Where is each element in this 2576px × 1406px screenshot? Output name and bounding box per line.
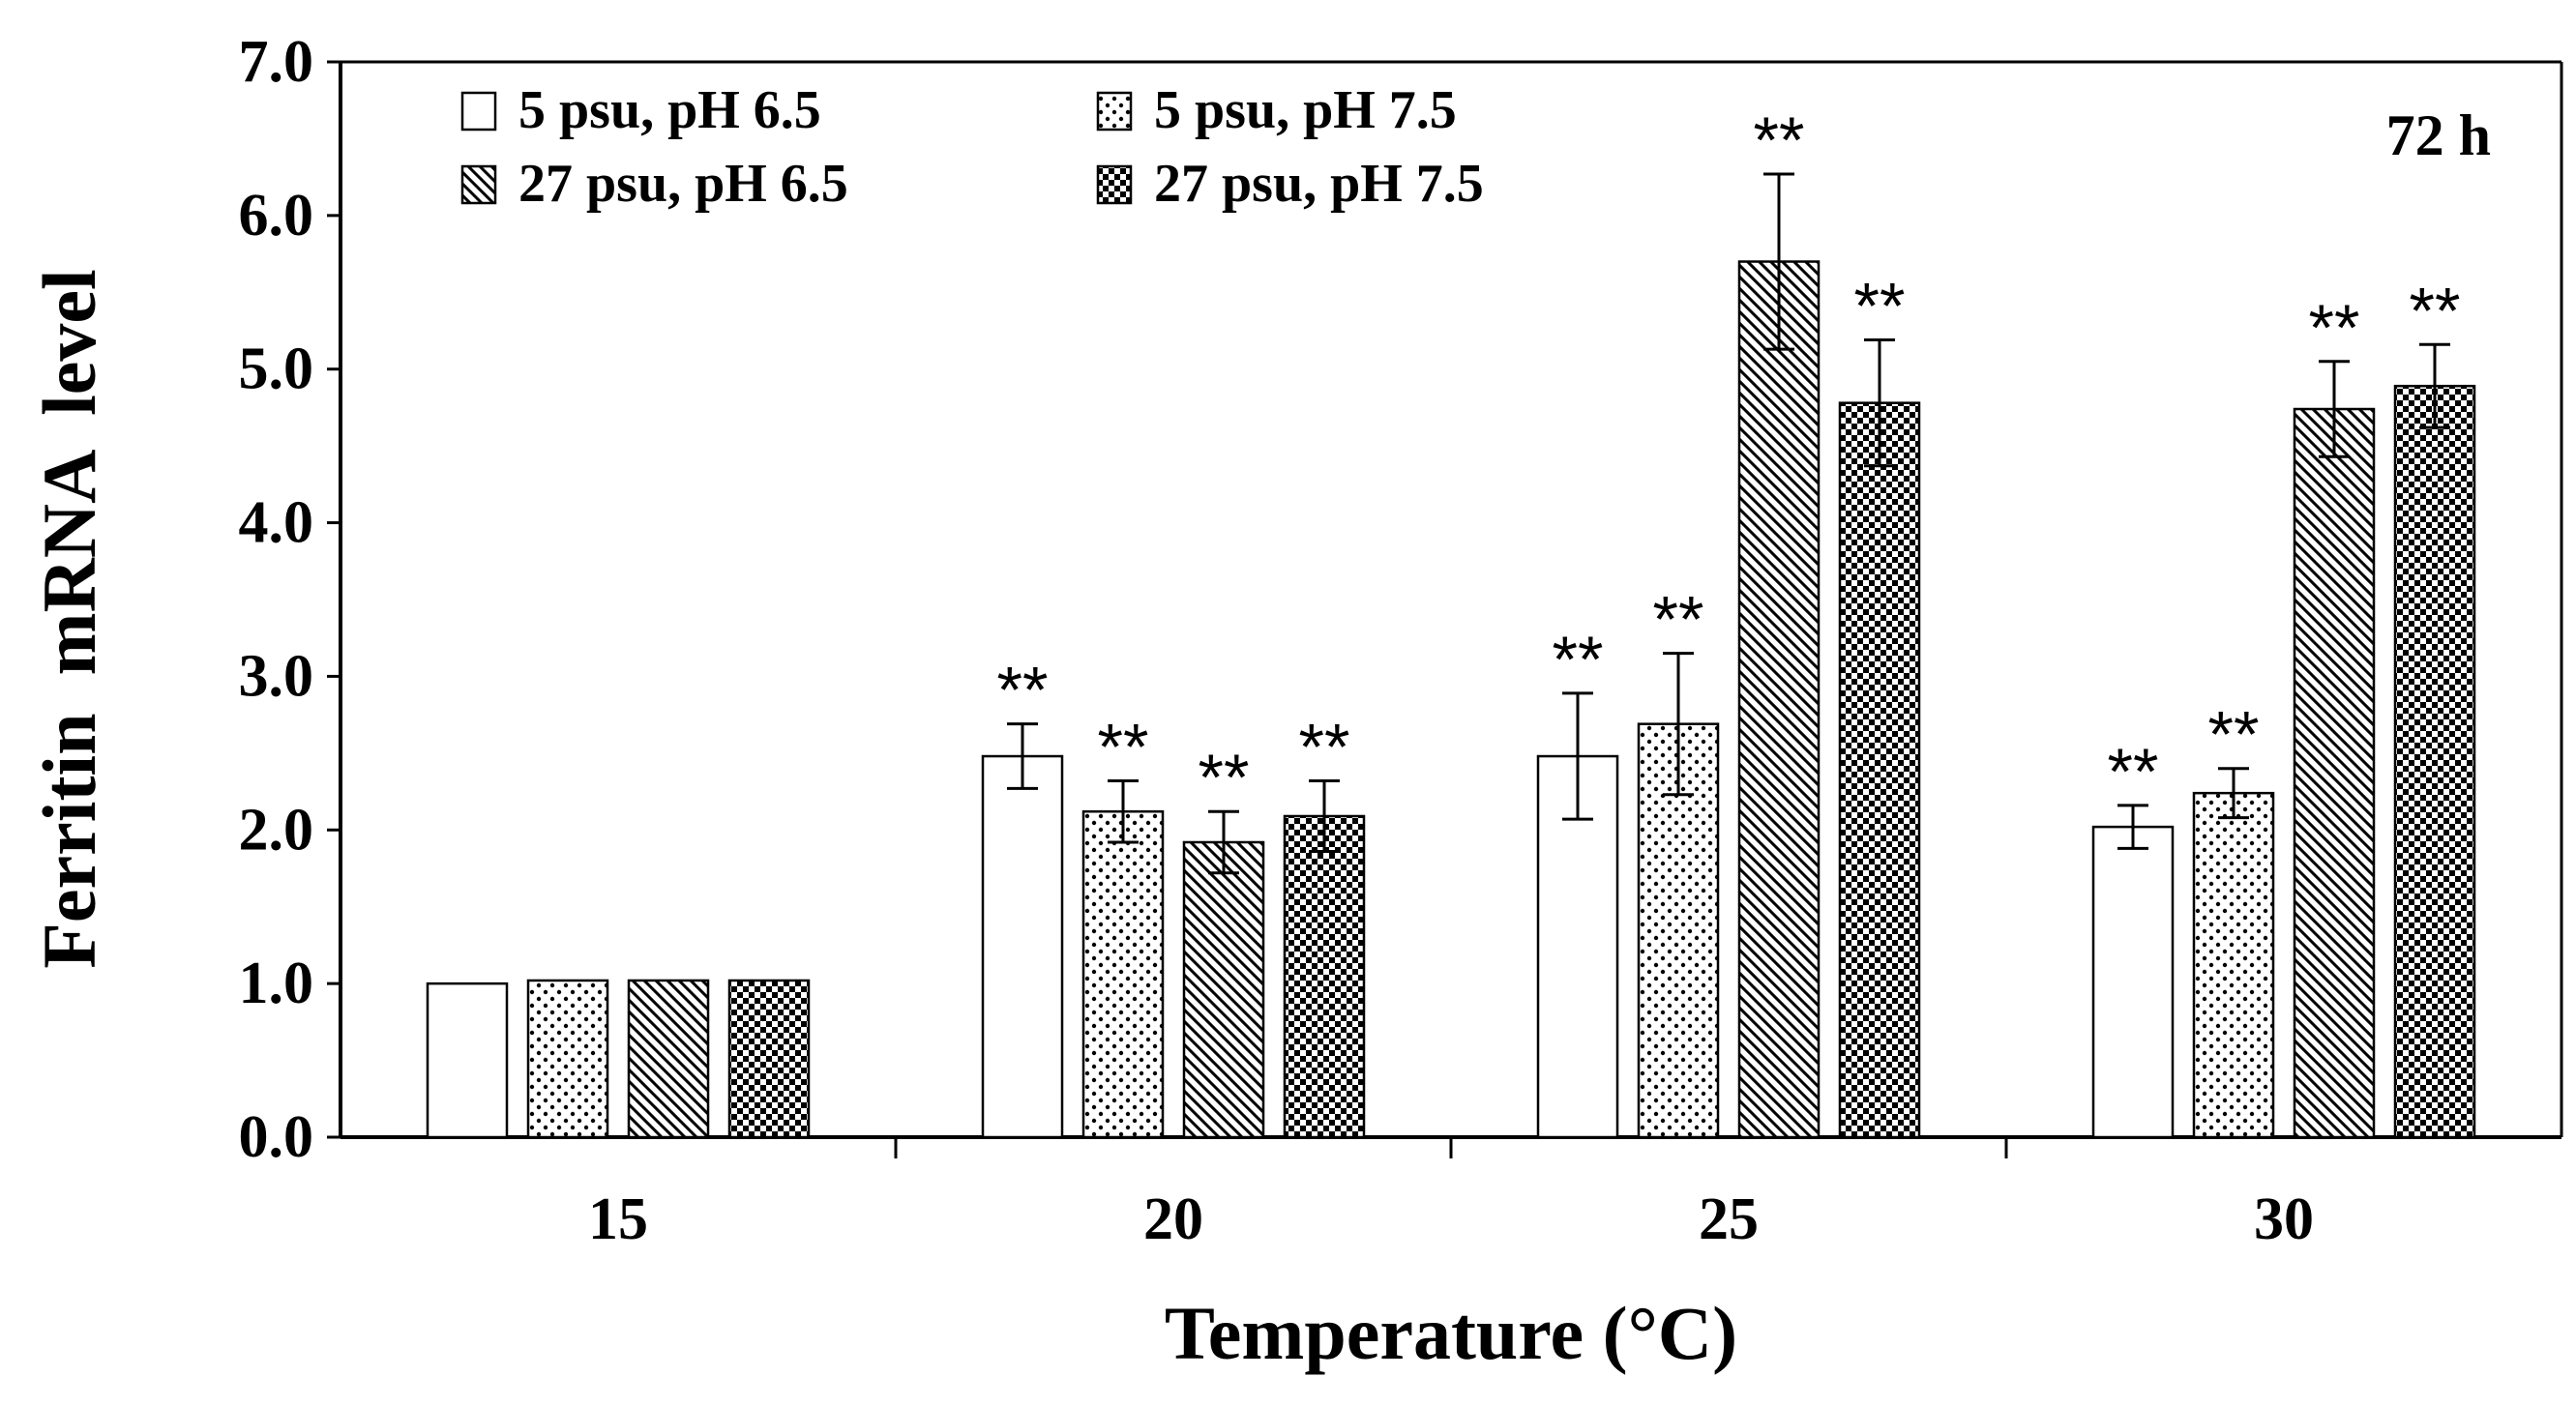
legend-swatch bbox=[460, 91, 497, 132]
significance-mark: ** bbox=[1299, 710, 1350, 783]
significance-mark: ** bbox=[1553, 623, 1604, 696]
bar bbox=[2091, 825, 2175, 1139]
significance-mark: ** bbox=[1754, 103, 1805, 177]
bar bbox=[1737, 260, 1821, 1139]
legend-label: 5 psu, pH 6.5 bbox=[518, 80, 821, 140]
significance-mark: ** bbox=[2410, 274, 2461, 347]
legend-label: 5 psu, pH 7.5 bbox=[1154, 80, 1457, 140]
y-axis-title: Ferritin mRNA level bbox=[27, 269, 111, 968]
bar bbox=[2393, 384, 2476, 1139]
bar bbox=[526, 979, 609, 1139]
y-tick-label: 2.0 bbox=[239, 797, 314, 863]
x-axis-title: Temperature (°C) bbox=[1165, 1291, 1737, 1375]
legend-label: 27 psu, pH 6.5 bbox=[518, 154, 848, 214]
significance-mark: ** bbox=[1854, 270, 1906, 343]
legend-swatch bbox=[1096, 164, 1133, 205]
significance-mark: ** bbox=[997, 654, 1049, 727]
y-tick-label: 5.0 bbox=[239, 337, 314, 402]
bars bbox=[426, 260, 2476, 1139]
bar bbox=[1081, 809, 1165, 1139]
bar bbox=[1838, 401, 1921, 1139]
x-tick-label: 20 bbox=[1143, 1186, 1203, 1252]
x-tick-label: 30 bbox=[2254, 1186, 2314, 1252]
y-tick-label: 3.0 bbox=[239, 643, 314, 709]
x-tick-label: 25 bbox=[1699, 1186, 1759, 1252]
y-ticks: 0.0 1.0 2.0 3.0 4.0 5.0 6.0 7.0 bbox=[239, 29, 341, 1170]
legend-label: 27 psu, pH 7.5 bbox=[1154, 154, 1484, 214]
bar bbox=[426, 981, 509, 1139]
x-ticks: 15 20 25 30 bbox=[588, 1137, 2314, 1252]
bar bbox=[727, 979, 811, 1139]
significance-mark: ** bbox=[2208, 698, 2260, 772]
bar bbox=[981, 754, 1064, 1139]
legend: 5 psu, pH 6.5 5 psu, pH 7.5 27 psu, pH 6.5… bbox=[460, 80, 1484, 214]
y-tick-label: 7.0 bbox=[239, 29, 314, 95]
significance-mark: ** bbox=[2108, 735, 2159, 808]
bar bbox=[1182, 840, 1265, 1139]
y-tick-label: 6.0 bbox=[239, 183, 314, 249]
bar bbox=[2293, 407, 2376, 1139]
y-tick-label: 0.0 bbox=[239, 1104, 314, 1170]
error-bars bbox=[1007, 172, 2450, 875]
x-tick-label: 15 bbox=[588, 1186, 648, 1252]
significance-mark: ** bbox=[2309, 291, 2360, 365]
bar bbox=[2192, 791, 2275, 1139]
time-annotation: 72 h bbox=[2386, 103, 2491, 167]
legend-swatch bbox=[460, 164, 497, 205]
y-tick-label: 1.0 bbox=[239, 951, 314, 1016]
y-tick-label: 4.0 bbox=[239, 490, 314, 556]
significance-mark: ** bbox=[1653, 583, 1704, 657]
bar bbox=[1283, 814, 1366, 1139]
significance-mark: ** bbox=[1199, 741, 1250, 814]
bar bbox=[627, 979, 710, 1139]
significance-mark: ** bbox=[1098, 710, 1149, 783]
significance-marks: ** ** ** ** ** ** ** ** ** ** ** ** bbox=[997, 103, 2461, 814]
legend-swatch bbox=[1096, 91, 1133, 132]
